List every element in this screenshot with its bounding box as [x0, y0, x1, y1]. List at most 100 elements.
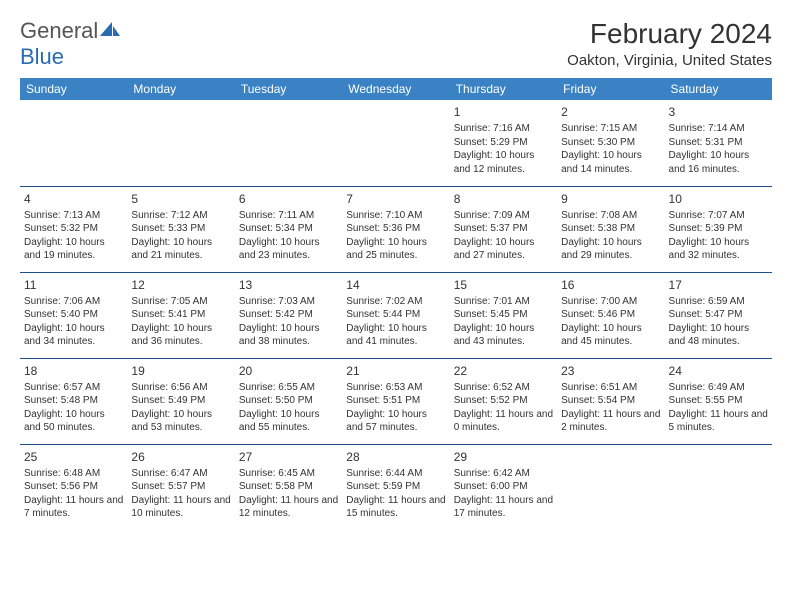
sunset-line: Sunset: 5:32 PM — [24, 222, 123, 236]
sunset-line: Sunset: 5:56 PM — [24, 480, 123, 494]
day-cell: 29Sunrise: 6:42 AMSunset: 6:00 PMDayligh… — [450, 444, 557, 530]
sunrise-line: Sunrise: 7:15 AM — [561, 122, 660, 136]
sunrise-line: Sunrise: 7:01 AM — [454, 295, 553, 309]
day-number: 20 — [239, 363, 338, 379]
sunset-line: Sunset: 5:38 PM — [561, 222, 660, 236]
sunset-line: Sunset: 5:33 PM — [131, 222, 230, 236]
day-number: 22 — [454, 363, 553, 379]
sunrise-line: Sunrise: 7:08 AM — [561, 209, 660, 223]
daylight-line: Daylight: 10 hours and 53 minutes. — [131, 408, 230, 435]
sunrise-line: Sunrise: 7:05 AM — [131, 295, 230, 309]
sunset-line: Sunset: 5:57 PM — [131, 480, 230, 494]
weekday-header-row: Sunday Monday Tuesday Wednesday Thursday… — [20, 78, 772, 100]
sail-icon — [100, 18, 120, 44]
day-number: 17 — [669, 277, 768, 293]
daylight-line: Daylight: 11 hours and 12 minutes. — [239, 494, 338, 521]
page-header: GeneralBlue February 2024 Oakton, Virgin… — [20, 18, 772, 70]
sunset-line: Sunset: 5:51 PM — [346, 394, 445, 408]
sunset-line: Sunset: 5:31 PM — [669, 136, 768, 150]
daylight-line: Daylight: 10 hours and 19 minutes. — [24, 236, 123, 263]
sunrise-line: Sunrise: 6:52 AM — [454, 381, 553, 395]
day-number: 11 — [24, 277, 123, 293]
sunset-line: Sunset: 5:59 PM — [346, 480, 445, 494]
daylight-line: Daylight: 10 hours and 48 minutes. — [669, 322, 768, 349]
weekday-header: Friday — [557, 78, 664, 100]
daylight-line: Daylight: 10 hours and 55 minutes. — [239, 408, 338, 435]
day-cell: 19Sunrise: 6:56 AMSunset: 5:49 PMDayligh… — [127, 358, 234, 444]
sunrise-line: Sunrise: 7:11 AM — [239, 209, 338, 223]
sunset-line: Sunset: 5:49 PM — [131, 394, 230, 408]
daylight-line: Daylight: 11 hours and 7 minutes. — [24, 494, 123, 521]
calendar-row: 1Sunrise: 7:16 AMSunset: 5:29 PMDaylight… — [20, 100, 772, 186]
sunset-line: Sunset: 5:40 PM — [24, 308, 123, 322]
day-cell: 13Sunrise: 7:03 AMSunset: 5:42 PMDayligh… — [235, 272, 342, 358]
calendar-table: Sunday Monday Tuesday Wednesday Thursday… — [20, 78, 772, 530]
daylight-line: Daylight: 11 hours and 5 minutes. — [669, 408, 768, 435]
sunrise-line: Sunrise: 6:42 AM — [454, 467, 553, 481]
daylight-line: Daylight: 10 hours and 41 minutes. — [346, 322, 445, 349]
sunrise-line: Sunrise: 6:59 AM — [669, 295, 768, 309]
sunrise-line: Sunrise: 7:06 AM — [24, 295, 123, 309]
sunrise-line: Sunrise: 6:44 AM — [346, 467, 445, 481]
title-block: February 2024 Oakton, Virginia, United S… — [567, 18, 772, 69]
sunset-line: Sunset: 5:58 PM — [239, 480, 338, 494]
day-cell: 16Sunrise: 7:00 AMSunset: 5:46 PMDayligh… — [557, 272, 664, 358]
day-cell: 20Sunrise: 6:55 AMSunset: 5:50 PMDayligh… — [235, 358, 342, 444]
day-cell: 3Sunrise: 7:14 AMSunset: 5:31 PMDaylight… — [665, 100, 772, 186]
daylight-line: Daylight: 11 hours and 17 minutes. — [454, 494, 553, 521]
sunset-line: Sunset: 5:36 PM — [346, 222, 445, 236]
sunset-line: Sunset: 5:45 PM — [454, 308, 553, 322]
brand-logo: GeneralBlue — [20, 18, 120, 70]
empty-cell — [127, 100, 234, 186]
empty-cell — [342, 100, 449, 186]
sunset-line: Sunset: 5:47 PM — [669, 308, 768, 322]
sunset-line: Sunset: 5:37 PM — [454, 222, 553, 236]
day-cell: 22Sunrise: 6:52 AMSunset: 5:52 PMDayligh… — [450, 358, 557, 444]
sunset-line: Sunset: 5:34 PM — [239, 222, 338, 236]
day-cell: 2Sunrise: 7:15 AMSunset: 5:30 PMDaylight… — [557, 100, 664, 186]
day-number: 4 — [24, 191, 123, 207]
daylight-line: Daylight: 10 hours and 50 minutes. — [24, 408, 123, 435]
weekday-header: Sunday — [20, 78, 127, 100]
day-cell: 28Sunrise: 6:44 AMSunset: 5:59 PMDayligh… — [342, 444, 449, 530]
empty-cell — [557, 444, 664, 530]
sunrise-line: Sunrise: 7:07 AM — [669, 209, 768, 223]
sunset-line: Sunset: 5:46 PM — [561, 308, 660, 322]
sunrise-line: Sunrise: 7:13 AM — [24, 209, 123, 223]
day-cell: 24Sunrise: 6:49 AMSunset: 5:55 PMDayligh… — [665, 358, 772, 444]
day-cell: 8Sunrise: 7:09 AMSunset: 5:37 PMDaylight… — [450, 186, 557, 272]
day-number: 14 — [346, 277, 445, 293]
sunrise-line: Sunrise: 6:49 AM — [669, 381, 768, 395]
day-cell: 6Sunrise: 7:11 AMSunset: 5:34 PMDaylight… — [235, 186, 342, 272]
sunrise-line: Sunrise: 6:51 AM — [561, 381, 660, 395]
day-number: 24 — [669, 363, 768, 379]
calendar-row: 11Sunrise: 7:06 AMSunset: 5:40 PMDayligh… — [20, 272, 772, 358]
sunset-line: Sunset: 5:54 PM — [561, 394, 660, 408]
sunrise-line: Sunrise: 7:00 AM — [561, 295, 660, 309]
weekday-header: Saturday — [665, 78, 772, 100]
empty-cell — [235, 100, 342, 186]
daylight-line: Daylight: 10 hours and 21 minutes. — [131, 236, 230, 263]
sunrise-line: Sunrise: 6:45 AM — [239, 467, 338, 481]
daylight-line: Daylight: 10 hours and 34 minutes. — [24, 322, 123, 349]
day-number: 6 — [239, 191, 338, 207]
calendar-row: 25Sunrise: 6:48 AMSunset: 5:56 PMDayligh… — [20, 444, 772, 530]
calendar-row: 4Sunrise: 7:13 AMSunset: 5:32 PMDaylight… — [20, 186, 772, 272]
daylight-line: Daylight: 10 hours and 38 minutes. — [239, 322, 338, 349]
daylight-line: Daylight: 11 hours and 10 minutes. — [131, 494, 230, 521]
weekday-header: Thursday — [450, 78, 557, 100]
day-number: 9 — [561, 191, 660, 207]
daylight-line: Daylight: 10 hours and 12 minutes. — [454, 149, 553, 176]
daylight-line: Daylight: 11 hours and 15 minutes. — [346, 494, 445, 521]
month-title: February 2024 — [567, 18, 772, 50]
daylight-line: Daylight: 10 hours and 27 minutes. — [454, 236, 553, 263]
empty-cell — [20, 100, 127, 186]
sunrise-line: Sunrise: 6:55 AM — [239, 381, 338, 395]
sunrise-line: Sunrise: 6:47 AM — [131, 467, 230, 481]
empty-cell — [665, 444, 772, 530]
day-number: 29 — [454, 449, 553, 465]
sunset-line: Sunset: 5:41 PM — [131, 308, 230, 322]
calendar-row: 18Sunrise: 6:57 AMSunset: 5:48 PMDayligh… — [20, 358, 772, 444]
sunrise-line: Sunrise: 7:12 AM — [131, 209, 230, 223]
day-cell: 25Sunrise: 6:48 AMSunset: 5:56 PMDayligh… — [20, 444, 127, 530]
